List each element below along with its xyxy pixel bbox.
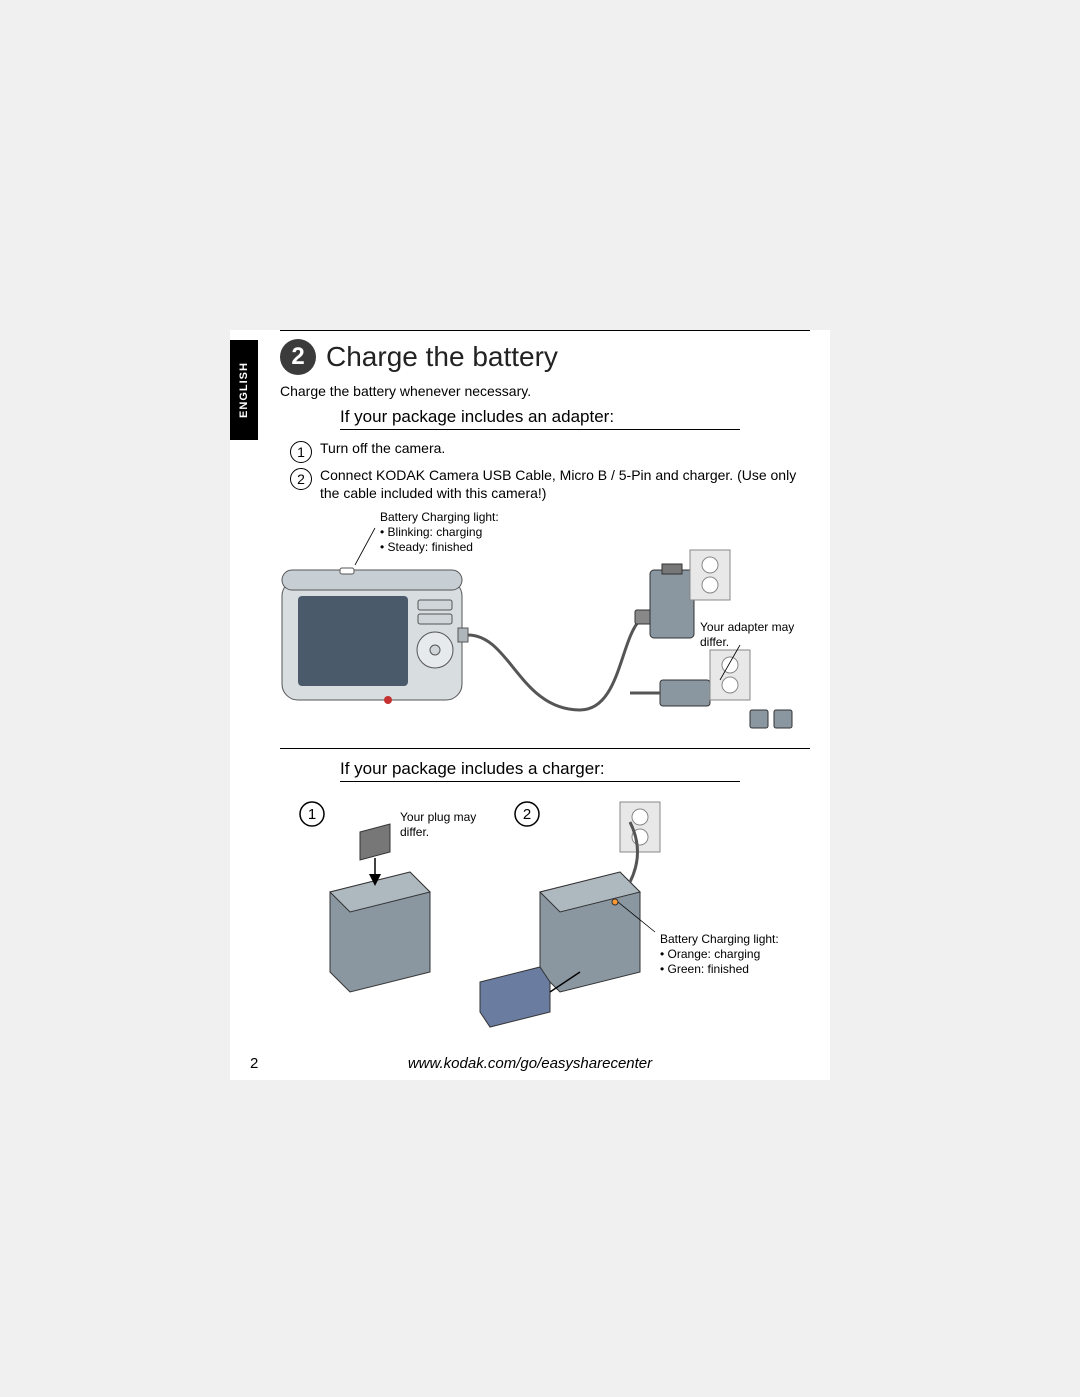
charger-illustration: 1 2 bbox=[280, 792, 810, 1042]
step-text: Turn off the camera. bbox=[320, 440, 445, 458]
charger-diagram: 1 2 bbox=[280, 792, 810, 1042]
section-title: Charge the battery bbox=[326, 341, 558, 373]
light-steady: • Steady: finished bbox=[380, 540, 473, 554]
language-label: ENGLISH bbox=[238, 362, 250, 418]
svg-text:2: 2 bbox=[523, 806, 531, 823]
charger-light-note: Battery Charging light: • Orange: chargi… bbox=[660, 932, 779, 977]
adapter-step-1: 1 Turn off the camera. bbox=[290, 440, 810, 463]
adapter-differ-note: Your adapter may differ. bbox=[700, 620, 800, 650]
light-label: Battery Charging light: bbox=[380, 510, 499, 524]
plug-differ-note: Your plug may differ. bbox=[400, 810, 480, 840]
light-label: Battery Charging light: bbox=[660, 932, 779, 946]
section-number-badge: 2 bbox=[280, 339, 316, 375]
manual-page: ENGLISH 2 Charge the battery Charge the … bbox=[230, 330, 830, 1080]
light-blinking: • Blinking: charging bbox=[380, 525, 482, 539]
charger-heading: If your package includes a charger: bbox=[340, 759, 740, 782]
adapter-step-2: 2 Connect KODAK Camera USB Cable, Micro … bbox=[290, 467, 810, 502]
light-orange: • Orange: charging bbox=[660, 947, 760, 961]
charging-light-note: Battery Charging light: • Blinking: char… bbox=[380, 510, 499, 555]
step-text: Connect KODAK Camera USB Cable, Micro B … bbox=[320, 467, 810, 502]
adapter-heading: If your package includes an adapter: bbox=[340, 407, 740, 430]
step-number-icon: 2 bbox=[290, 468, 312, 490]
page-content: 2 Charge the battery Charge the battery … bbox=[280, 331, 810, 1042]
adapter-diagram: Battery Charging light: • Blinking: char… bbox=[280, 510, 810, 740]
svg-text:1: 1 bbox=[308, 806, 316, 823]
footer-url: www.kodak.com/go/easysharecenter bbox=[230, 1055, 830, 1072]
language-tab: ENGLISH bbox=[230, 340, 258, 440]
light-green: • Green: finished bbox=[660, 962, 749, 976]
intro-text: Charge the battery whenever necessary. bbox=[280, 383, 810, 399]
step-number-icon: 1 bbox=[290, 441, 312, 463]
